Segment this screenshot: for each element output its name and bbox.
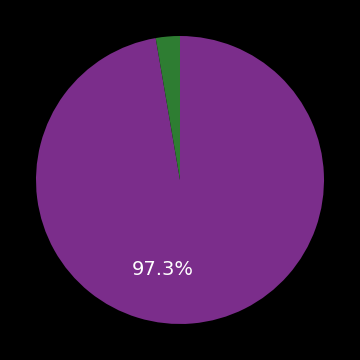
Text: 97.3%: 97.3%	[132, 260, 194, 279]
Wedge shape	[36, 36, 324, 324]
Wedge shape	[156, 36, 180, 180]
